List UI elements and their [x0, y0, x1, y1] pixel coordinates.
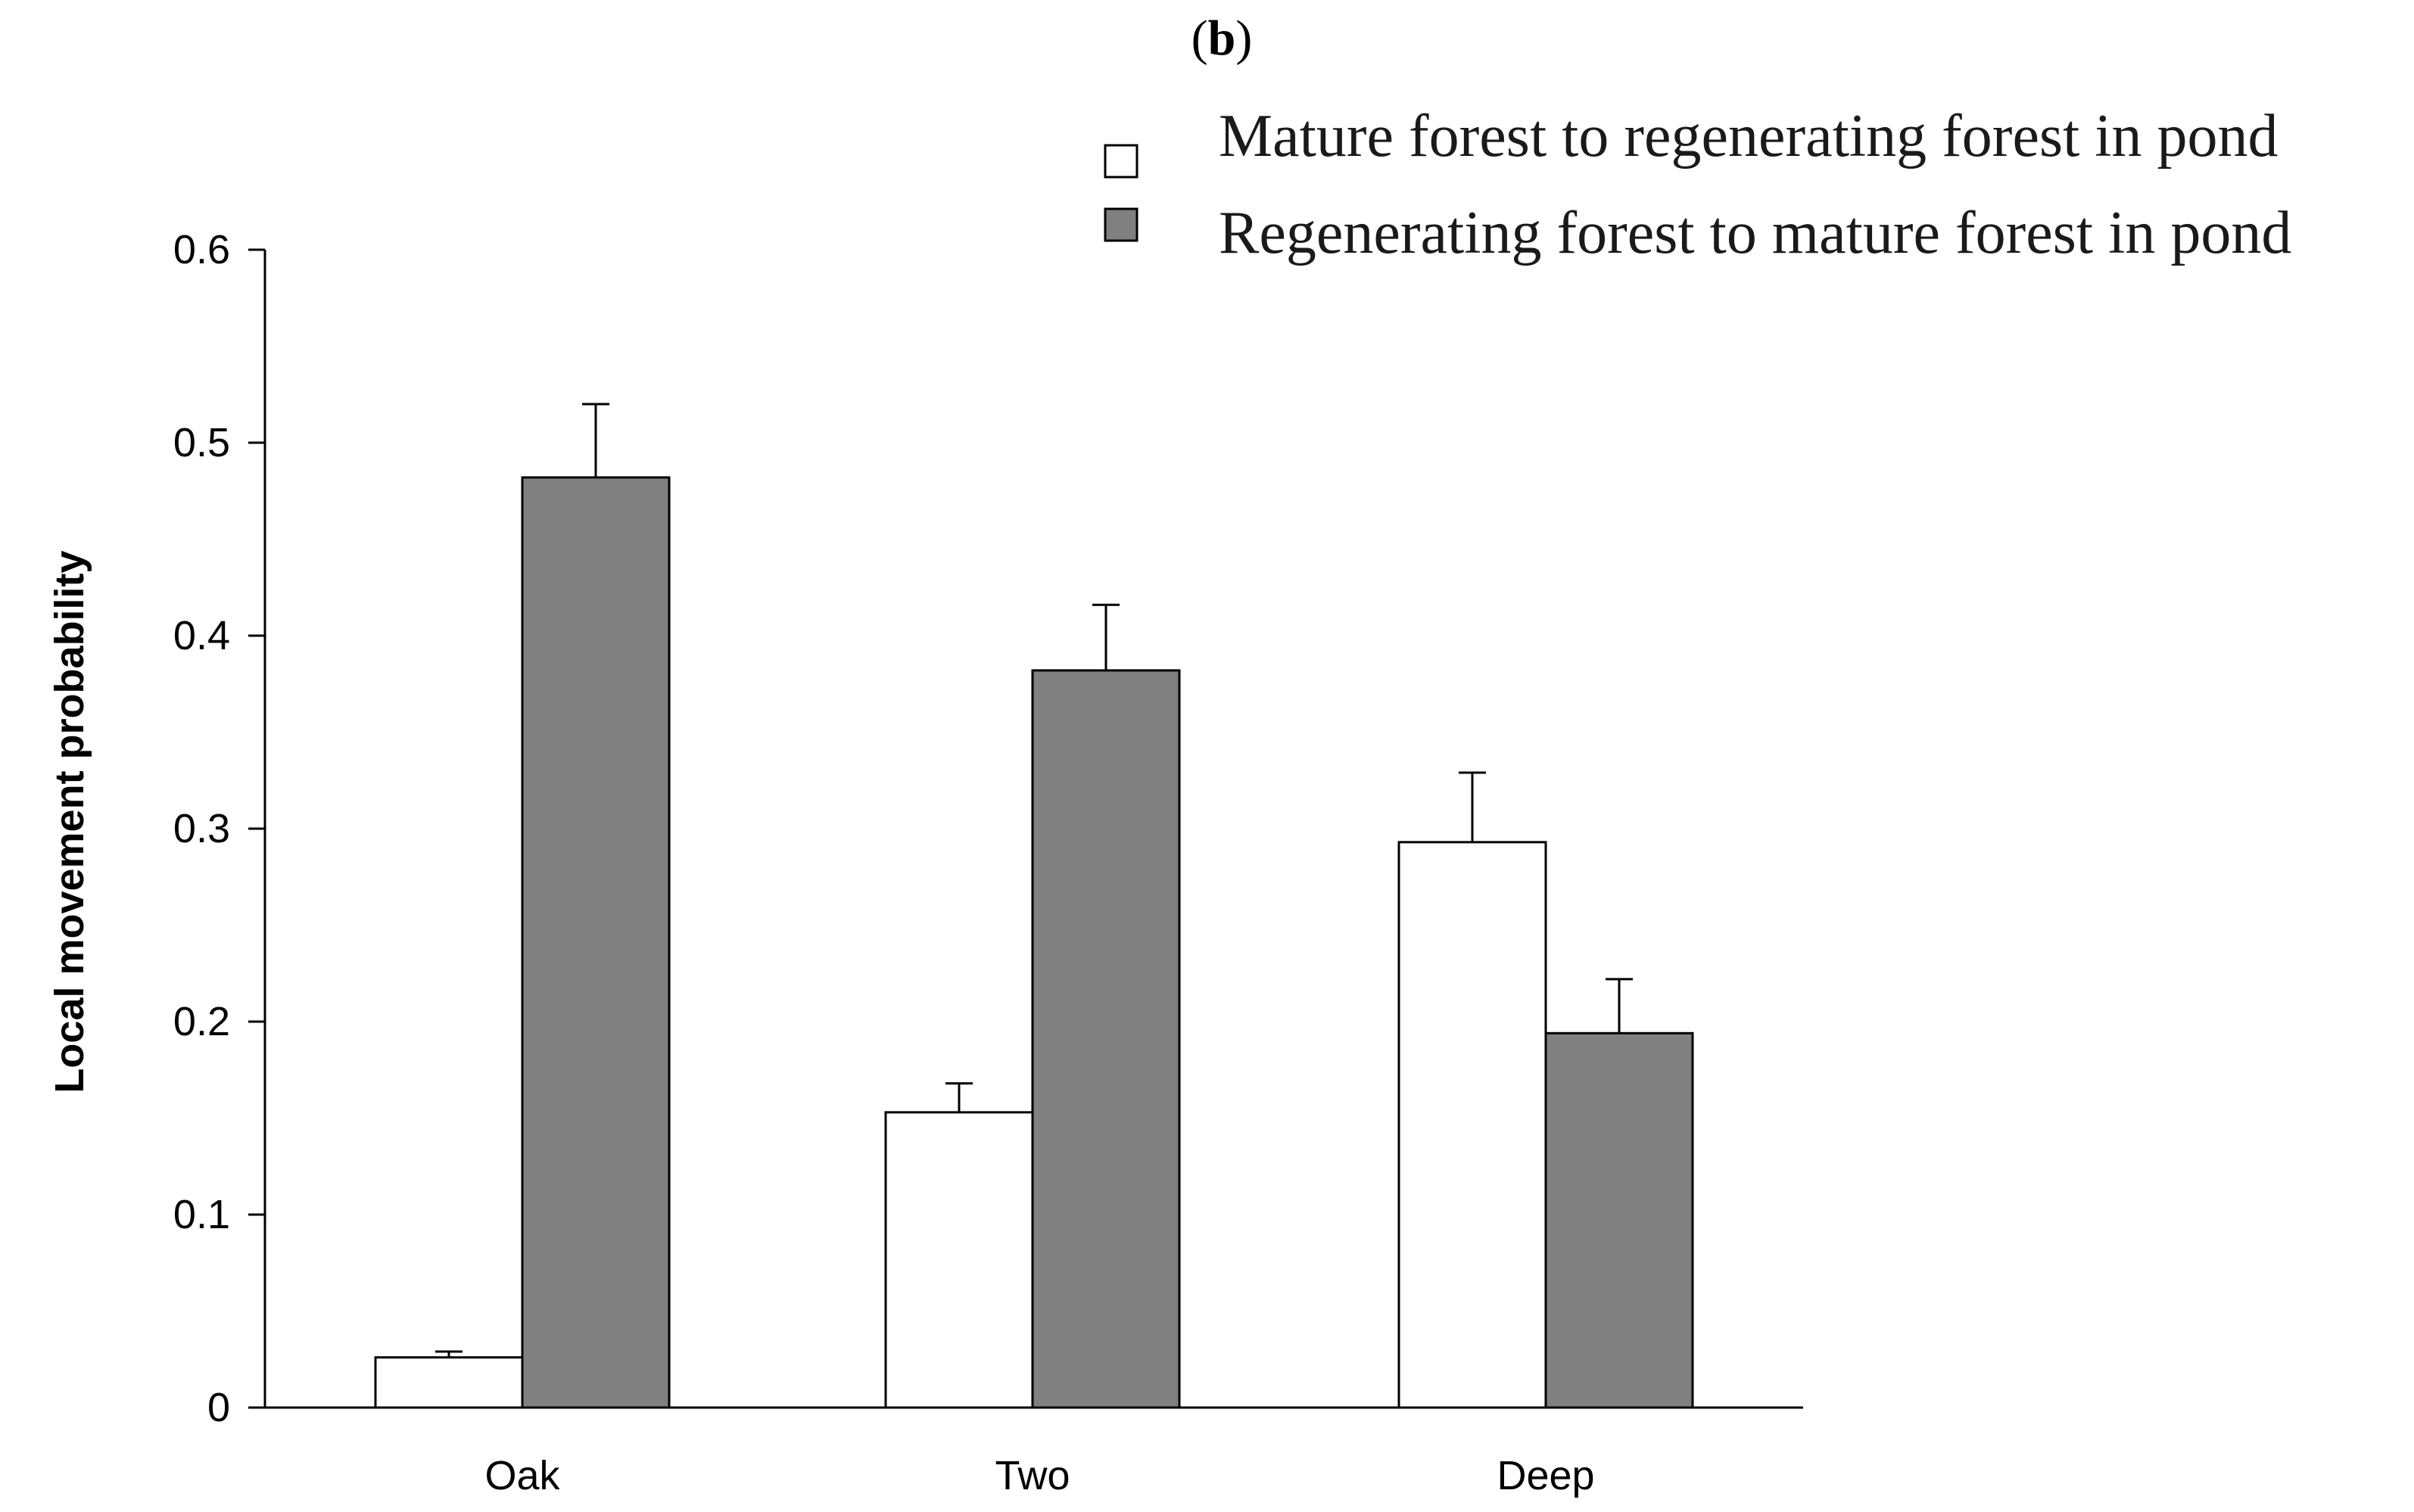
x-tick-label-oak: Oak: [484, 1453, 560, 1498]
y-tick-label: 0.3: [173, 806, 230, 851]
y-tick-label: 0.2: [173, 999, 230, 1044]
legend-label-regenerating-to-mature: Regenerating forest to mature forest in …: [1219, 200, 2291, 266]
legend-swatch-mature-to-regenerating: [1104, 144, 1138, 179]
y-tick-label: 0.4: [173, 613, 230, 658]
panel-label-close-paren: ): [1235, 11, 1252, 66]
bar-oak-series-1: [374, 1356, 524, 1409]
x-tick-label-deep: Deep: [1497, 1453, 1594, 1498]
panel-label-letter: b: [1208, 11, 1236, 66]
x-axis: Oak Two Deep: [265, 1406, 1803, 1498]
legend-label-mature-to-regenerating: Mature forest to regenerating forest in …: [1219, 103, 2279, 170]
panel-label: (b): [1191, 11, 1253, 66]
y-axis: 0 0.1 0.2 0.3 0.4 0.5 0.6: [173, 227, 266, 1430]
bar-deep-series-1: [1397, 841, 1547, 1409]
bar-two-series-1: [884, 1111, 1034, 1409]
panel-label-open-paren: (: [1191, 11, 1208, 66]
bar-deep-series-2: [1544, 1031, 1694, 1409]
legend-swatch-regenerating-to-mature: [1104, 207, 1138, 242]
y-tick-label: 0.1: [173, 1192, 230, 1237]
y-axis-title: Local movement probability: [47, 550, 92, 1093]
legend: Mature forest to regenerating forest in …: [1104, 103, 2291, 266]
plot-area: [374, 403, 1694, 1409]
y-tick-label: 0.5: [173, 420, 230, 465]
y-tick-label: 0: [207, 1385, 230, 1430]
y-tick-label: 0.6: [173, 227, 230, 272]
x-tick-label-two: Two: [995, 1453, 1070, 1498]
bar-oak-series-2: [521, 476, 671, 1409]
bar-two-series-2: [1031, 669, 1181, 1409]
